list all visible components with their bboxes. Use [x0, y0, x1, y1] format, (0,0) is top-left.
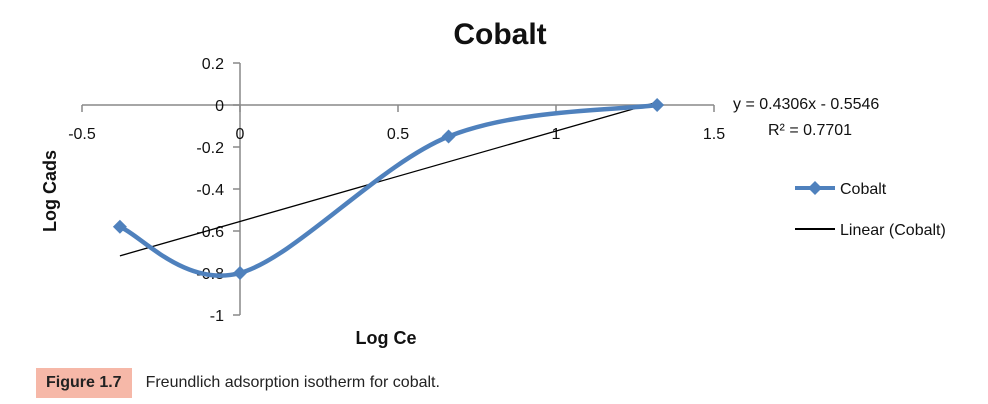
x-tick-label: 0 — [236, 126, 245, 143]
x-tick-label: 1.5 — [703, 126, 725, 143]
legend-series-marker — [808, 181, 822, 195]
trendline-r-squared: R² = 0.7701 — [768, 122, 852, 139]
trendline-equation: y = 0.4306x - 0.5546 — [733, 96, 879, 113]
y-tick-label: -1 — [210, 308, 224, 325]
data-point — [650, 98, 665, 112]
y-tick-label: 0 — [215, 98, 224, 115]
x-tick-label: -0.5 — [68, 126, 96, 143]
figure-caption-text: Freundlich adsorption isotherm for cobal… — [145, 374, 440, 391]
trendline-layer — [119, 101, 658, 257]
data-point — [233, 266, 247, 280]
legend: Cobalt Linear (Cobalt) — [795, 181, 946, 239]
data-point — [112, 219, 127, 234]
legend-trend-label: Linear (Cobalt) — [840, 222, 946, 239]
y-tick-label: -0.2 — [196, 140, 224, 157]
y-tick-label: -0.4 — [196, 182, 224, 199]
axes: -0.5 0 0.5 1 1.50.20-0.2-0.4-0.6-0.8-1 — [68, 56, 725, 325]
y-tick-label: 0.2 — [202, 56, 224, 73]
x-tick-label: 0.5 — [387, 126, 409, 143]
figure-label: Figure 1.7 — [36, 368, 132, 398]
data-point — [441, 129, 456, 144]
legend-series-label: Cobalt — [840, 181, 887, 198]
series-line — [117, 102, 660, 278]
trendline — [119, 101, 658, 257]
series-layer — [112, 98, 665, 280]
x-tick-label: 1 — [552, 126, 561, 143]
x-axis-label: Log Ce — [356, 328, 417, 348]
y-axis-label: Log Cads — [40, 150, 60, 232]
chart-title: Cobalt — [453, 18, 546, 51]
figure-caption: Figure 1.7 Freundlich adsorption isother… — [36, 366, 440, 400]
